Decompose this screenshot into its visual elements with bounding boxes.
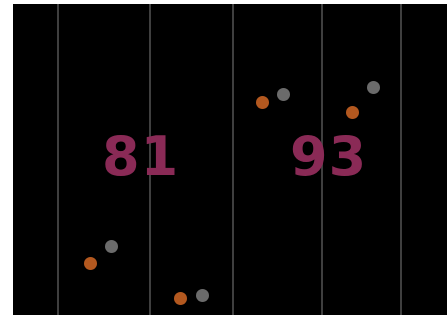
gray-dot	[367, 81, 380, 94]
gray-dot	[277, 88, 290, 101]
gray-dot	[196, 289, 209, 302]
orange-dot	[346, 106, 359, 119]
orange-dot	[84, 257, 97, 270]
orange-dot	[256, 96, 269, 109]
lane-line	[400, 4, 402, 315]
lane-line	[232, 4, 234, 315]
lane-line	[57, 4, 59, 315]
lane-line	[321, 4, 323, 315]
gray-dot	[105, 240, 118, 253]
left-score: 81	[102, 125, 180, 188]
lane-line	[149, 4, 151, 315]
game-board: 81 93	[13, 4, 447, 315]
right-score: 93	[290, 125, 368, 188]
orange-dot	[174, 292, 187, 305]
